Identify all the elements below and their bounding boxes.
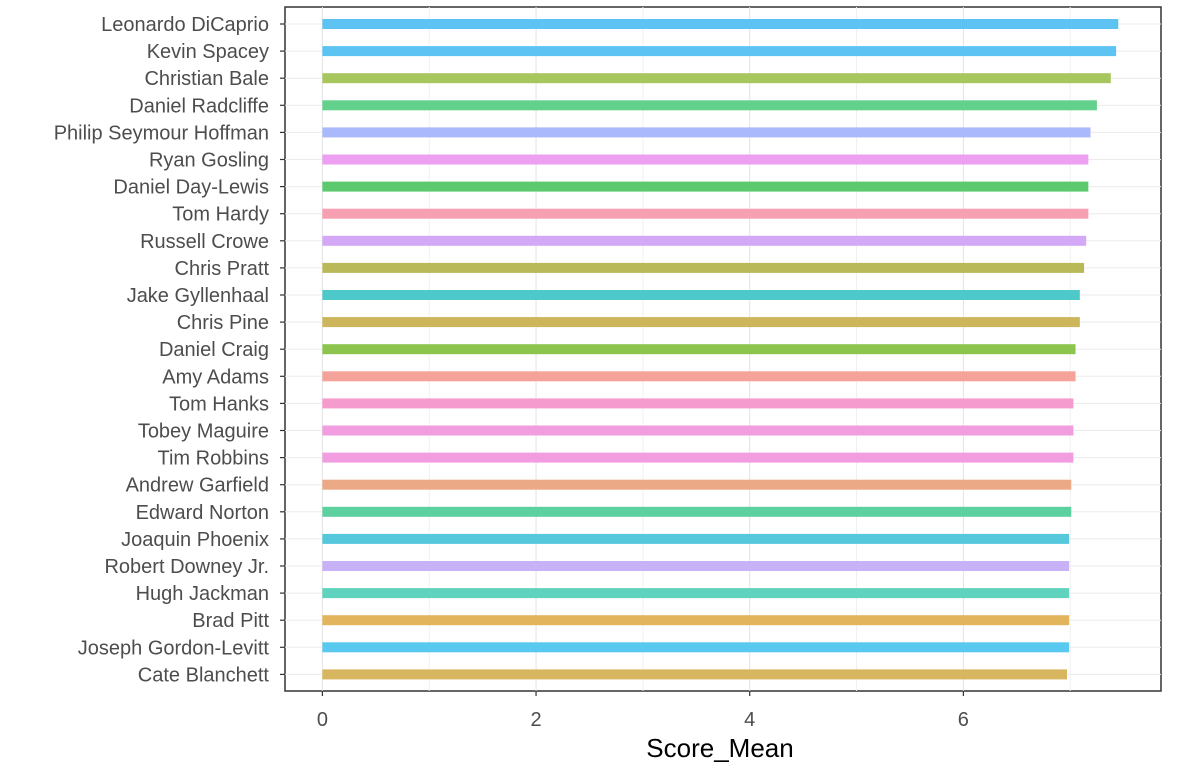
bar <box>322 100 1097 111</box>
bar <box>322 344 1076 355</box>
bars <box>322 19 1119 680</box>
bar <box>322 398 1074 409</box>
category-label: Chris Pine <box>177 312 269 334</box>
category-labels: Leonardo DiCaprio Kevin Spacey Christian B… <box>54 14 285 686</box>
category-label: Tom Hanks <box>169 393 269 415</box>
bar <box>322 479 1072 490</box>
category-label: Philip Seymour Hoffman <box>54 122 269 144</box>
category-label: Daniel Craig <box>159 339 269 361</box>
category-label: Joaquin Phoenix <box>121 529 269 551</box>
bar <box>322 127 1091 138</box>
x-tick-label: 6 <box>958 709 969 731</box>
category-label: Jake Gyllenhaal <box>127 285 269 307</box>
bar <box>322 425 1074 436</box>
category-label: Amy Adams <box>162 366 269 388</box>
x-axis-ticks: 0 2 4 6 <box>317 691 969 731</box>
category-label: Tobey Maguire <box>138 421 269 443</box>
bar <box>322 588 1070 599</box>
bar <box>322 452 1074 463</box>
category-label: Chris Pratt <box>175 258 270 280</box>
category-label: Daniel Radcliffe <box>129 95 269 117</box>
bar <box>322 317 1080 328</box>
category-label: Hugh Jackman <box>136 583 269 605</box>
x-tick-label: 4 <box>744 709 755 731</box>
category-label: Christian Bale <box>144 68 269 90</box>
x-tick-label: 2 <box>530 709 541 731</box>
x-axis-title: Score_Mean <box>646 733 793 763</box>
bar <box>322 642 1070 653</box>
bar <box>322 46 1117 57</box>
category-label: Tim Robbins <box>157 448 269 470</box>
bar <box>322 262 1085 273</box>
bar <box>322 561 1070 571</box>
category-label: Russell Crowe <box>140 231 269 253</box>
bar <box>322 290 1080 300</box>
category-label: Joseph Gordon-Levitt <box>78 637 270 659</box>
bar <box>322 615 1070 626</box>
x-tick-label: 0 <box>317 709 328 731</box>
category-label: Andrew Garfield <box>126 475 269 497</box>
category-label: Tom Hardy <box>172 204 269 226</box>
bar <box>322 235 1087 246</box>
category-label: Kevin Spacey <box>147 41 269 63</box>
bar <box>322 371 1076 382</box>
bar <box>322 506 1072 517</box>
category-label: Leonardo DiCaprio <box>101 14 269 36</box>
bar <box>322 208 1089 219</box>
category-label: Ryan Gosling <box>149 150 269 172</box>
category-label: Edward Norton <box>136 502 269 524</box>
bar <box>322 669 1067 680</box>
bar <box>322 73 1111 84</box>
category-label: Robert Downey Jr. <box>104 556 269 578</box>
bar <box>322 19 1119 29</box>
bar <box>322 533 1070 544</box>
category-label: Daniel Day-Lewis <box>113 177 269 199</box>
bar <box>322 154 1089 165</box>
category-label: Cate Blanchett <box>138 664 270 686</box>
category-label: Brad Pitt <box>192 610 269 632</box>
bar <box>322 181 1089 192</box>
